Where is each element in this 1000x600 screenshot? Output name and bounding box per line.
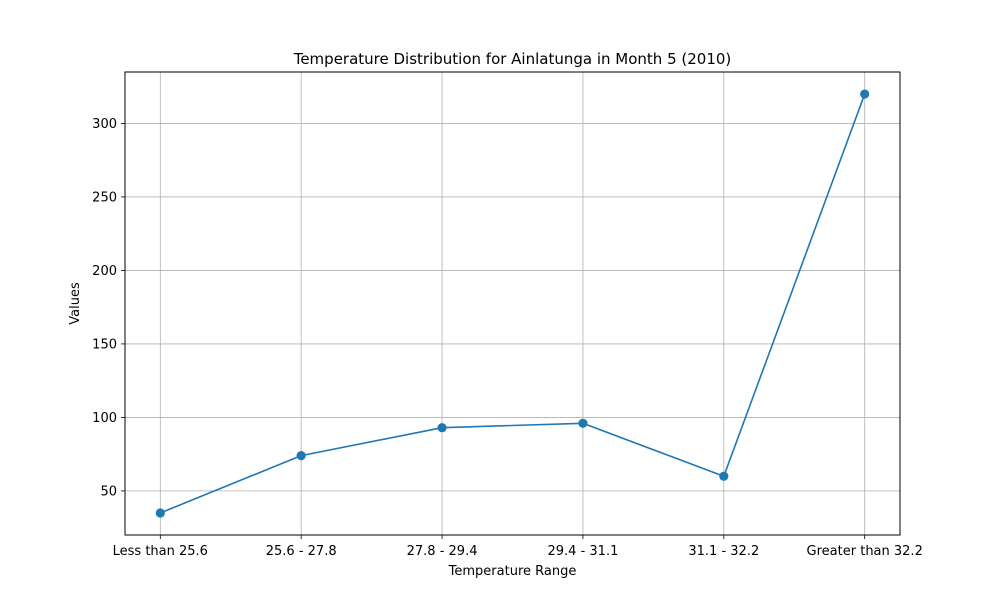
data-point: [155, 508, 165, 518]
x-axis-label: Temperature Range: [448, 564, 577, 579]
x-tick-label: 27.8 - 29.4: [407, 544, 478, 559]
series-line: [159, 93, 866, 514]
series-group: [155, 89, 870, 518]
data-point: [578, 418, 588, 428]
y-tick-label: 250: [92, 190, 117, 205]
x-tick-label: 29.4 - 31.1: [548, 544, 619, 559]
y-tick-label: 50: [100, 484, 117, 499]
grid-lines: [125, 72, 900, 535]
y-tick-label: 300: [92, 117, 117, 132]
data-point: [296, 451, 306, 461]
x-tick-label: Greater than 32.2: [807, 544, 923, 559]
y-tick-label: 100: [92, 411, 117, 426]
x-tick-label: 31.1 - 32.2: [688, 544, 759, 559]
x-tick-label: 25.6 - 27.8: [266, 544, 337, 559]
y-axis-label: Values: [68, 282, 83, 325]
chart-title: Temperature Distribution for Ainlatunga …: [293, 50, 732, 68]
data-point: [437, 423, 447, 433]
data-point: [860, 89, 870, 99]
plot-area-frame: [124, 71, 901, 536]
data-point: [719, 471, 729, 481]
x-tick-label: Less than 25.6: [113, 544, 208, 559]
axis-ticks: Less than 25.6 25.6 - 27.8 27.8 - 29.4 29.4…: [92, 117, 923, 559]
y-tick-label: 150: [92, 337, 117, 352]
y-tick-label: 200: [92, 264, 117, 279]
